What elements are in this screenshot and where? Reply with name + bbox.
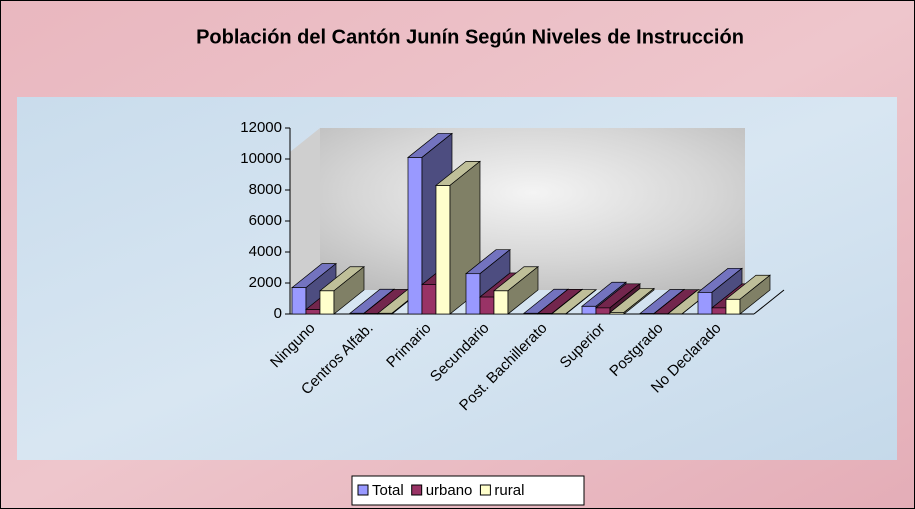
back-wall (320, 128, 745, 290)
y-tick-label: 8000 (249, 181, 282, 198)
y-tick-label: 10000 (240, 150, 282, 167)
bar (465, 273, 481, 315)
bar-side (739, 274, 771, 315)
y-tick-label: 6000 (249, 212, 282, 229)
bar (319, 290, 335, 315)
y-tick-label: 0 (274, 305, 282, 322)
chart-title: Población del Cantón Junín Según Niveles… (196, 26, 744, 48)
y-tick-label: 2000 (249, 274, 282, 291)
bar (493, 290, 509, 315)
bar-side (333, 266, 365, 315)
bar (697, 291, 713, 315)
bar (595, 307, 611, 315)
bar-side (507, 266, 539, 315)
legend-swatch (411, 484, 423, 496)
bar-side (565, 288, 597, 315)
bar-side (623, 287, 655, 315)
bar (725, 298, 741, 315)
bar (435, 185, 451, 315)
floor-edge (753, 289, 785, 315)
bar (407, 157, 423, 315)
bar (711, 307, 727, 315)
bar (581, 305, 597, 315)
legend-swatch (479, 484, 491, 496)
bar (421, 284, 437, 315)
y-tick-label: 4000 (249, 243, 282, 260)
legend: Total urbano rural (357, 482, 524, 499)
y-tick-label: 12000 (240, 119, 282, 136)
legend-label: Total (372, 482, 404, 499)
legend-label: urbano (426, 482, 473, 499)
bar (479, 296, 495, 315)
legend-box (351, 475, 585, 506)
legend-swatch (357, 484, 369, 496)
bar (291, 287, 307, 315)
legend-label: rural (494, 482, 524, 499)
side-wall (290, 128, 320, 314)
bar (305, 309, 321, 315)
